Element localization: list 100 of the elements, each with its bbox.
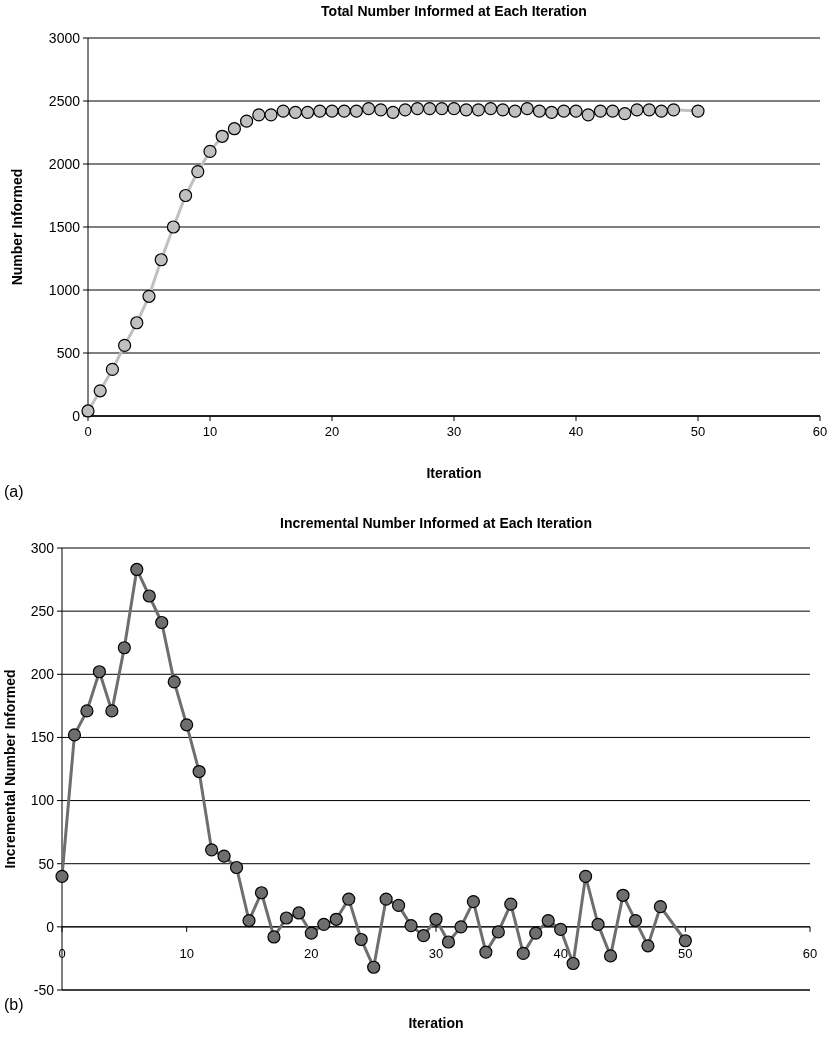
point [254, 886, 269, 900]
text: (b) [4, 996, 24, 1013]
y-axis-title: Number Informed [9, 168, 25, 286]
point [325, 104, 339, 118]
point [130, 316, 144, 330]
point [92, 665, 106, 679]
point [105, 704, 119, 718]
point [180, 718, 194, 732]
x-tick-label: 0 [84, 424, 92, 439]
point [55, 869, 69, 883]
point [691, 104, 705, 118]
point [240, 114, 254, 128]
point [67, 728, 82, 742]
point [229, 860, 244, 875]
point [392, 898, 406, 912]
point [491, 925, 505, 939]
x-tick-label: 60 [802, 945, 818, 961]
chart-title: Incremental Number Informed at Each Iteration [280, 515, 592, 531]
x-tick-label: 50 [690, 424, 706, 439]
point [167, 675, 181, 689]
point [593, 104, 607, 118]
y-tick-label: 500 [56, 344, 81, 361]
point [653, 900, 667, 914]
x-axis-title: Iteration [408, 1015, 464, 1031]
point [267, 930, 281, 944]
x-tick-label: 20 [304, 945, 319, 961]
point [557, 104, 571, 118]
point [545, 105, 559, 119]
point [532, 104, 546, 118]
point [386, 105, 400, 119]
point [130, 562, 144, 577]
point [179, 188, 193, 203]
point [654, 104, 668, 118]
y-tick-label: -50 [33, 981, 55, 998]
point [118, 338, 132, 353]
y-tick-label: 0 [46, 918, 55, 935]
point [362, 101, 376, 116]
text: (a) [4, 483, 24, 500]
point [667, 103, 681, 117]
point [80, 704, 94, 718]
y-tick-label: 0 [72, 407, 81, 424]
point [203, 144, 217, 158]
x-tick-label: 10 [202, 424, 218, 439]
y-tick-label: 100 [30, 792, 55, 809]
point [288, 105, 302, 119]
point [304, 926, 318, 940]
point [642, 103, 656, 117]
point [142, 589, 156, 603]
x-tick-label: 40 [553, 945, 568, 961]
point [154, 253, 168, 267]
point [579, 869, 593, 883]
point [292, 906, 306, 920]
point [313, 104, 327, 118]
y-tick-label: 2500 [48, 92, 81, 109]
point [591, 917, 605, 931]
point [459, 103, 473, 117]
point [404, 918, 418, 933]
point [105, 362, 119, 376]
x-tick-label: 20 [324, 424, 340, 439]
point [678, 934, 692, 948]
point [541, 913, 555, 928]
point [630, 103, 644, 117]
y-tick-label: 50 [38, 855, 55, 872]
point [301, 105, 315, 119]
point [529, 926, 543, 940]
point [252, 108, 266, 122]
point [276, 104, 290, 118]
point [484, 101, 498, 116]
point [479, 945, 493, 959]
point [569, 104, 583, 118]
point [454, 920, 468, 934]
point [354, 932, 368, 947]
point [379, 892, 393, 906]
point [628, 913, 643, 928]
x-axis-title: Iteration [426, 465, 482, 481]
chart-title: Total Number Informed at Each Iteration [321, 3, 587, 19]
x-tick-label: 10 [179, 945, 194, 961]
point [217, 849, 231, 863]
point [191, 164, 205, 179]
point [342, 892, 356, 906]
point [279, 911, 293, 925]
x-tick-label: 30 [428, 945, 444, 961]
point [215, 129, 229, 143]
point [398, 103, 412, 117]
y-tick-label: 1000 [48, 281, 81, 298]
point [508, 104, 522, 118]
point [264, 108, 278, 122]
point [349, 104, 363, 118]
y-tick-label: 200 [30, 666, 55, 683]
point [435, 101, 449, 116]
x-tick-label: 40 [568, 424, 584, 439]
y-tick-label: 3000 [48, 29, 81, 46]
point [471, 103, 485, 117]
point [441, 935, 456, 949]
y-tick-label: 2000 [48, 155, 81, 172]
x-tick-label: 50 [678, 945, 693, 961]
point [447, 101, 461, 116]
point [142, 289, 156, 303]
point [423, 101, 437, 116]
point [618, 107, 632, 121]
